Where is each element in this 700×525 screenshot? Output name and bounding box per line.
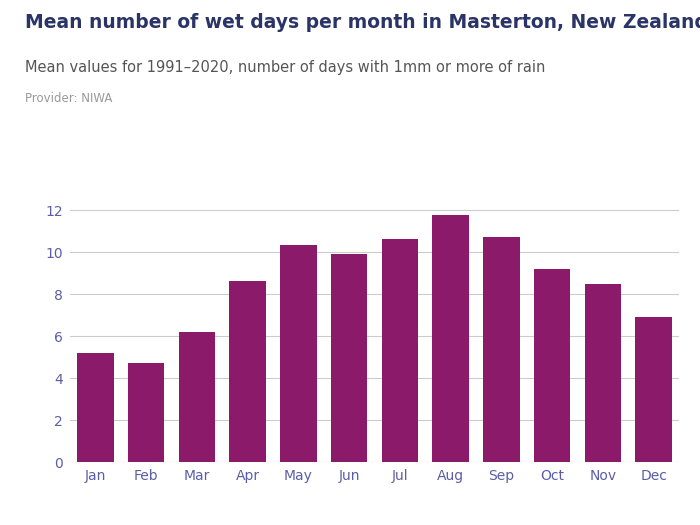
Bar bbox=[636, 317, 672, 462]
Bar bbox=[178, 332, 215, 462]
Bar bbox=[534, 269, 570, 462]
Text: Mean number of wet days per month in Masterton, New Zealand: Mean number of wet days per month in Mas… bbox=[25, 13, 700, 32]
Text: Mean values for 1991–2020, number of days with 1mm or more of rain: Mean values for 1991–2020, number of day… bbox=[25, 60, 545, 76]
Bar bbox=[382, 239, 418, 462]
Text: figure.nz: figure.nz bbox=[587, 20, 671, 37]
Bar bbox=[230, 281, 266, 462]
Text: Provider: NIWA: Provider: NIWA bbox=[25, 92, 112, 105]
Bar bbox=[584, 284, 621, 462]
Bar bbox=[128, 363, 164, 462]
Bar bbox=[280, 245, 316, 462]
Bar bbox=[433, 215, 469, 462]
Bar bbox=[77, 353, 113, 462]
Bar bbox=[331, 254, 368, 462]
Bar bbox=[483, 237, 519, 462]
